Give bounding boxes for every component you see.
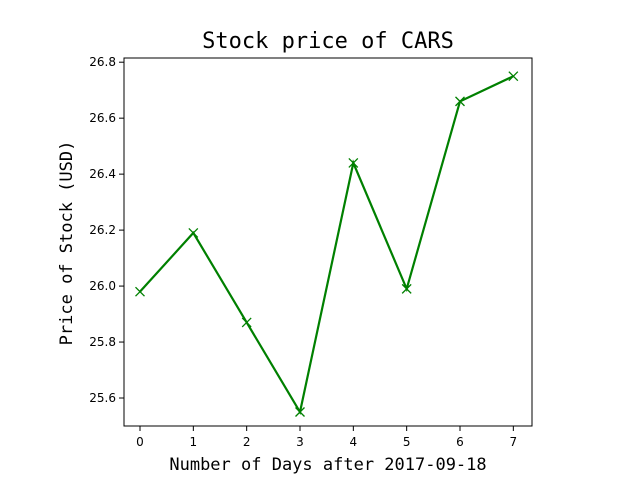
marker-stroke [295,407,305,417]
plot-series [135,71,519,417]
x-tick-label: 5 [403,435,411,449]
x-axis-label: Number of Days after 2017-09-18 [169,455,486,475]
series-line [139,75,514,415]
y-tick-label: 26.8 [89,55,116,69]
data-point-marker [295,407,305,417]
marker-stroke [348,157,359,168]
data-point-marker [401,283,412,294]
marker-stroke [401,283,412,294]
y-tick-label: 26.0 [89,279,116,293]
y-axis-ticks: 25.6 25.8 26.0 26.2 26.4 26.6 26.8 [89,55,124,405]
axes-frame [123,57,533,427]
x-axis-ticks: 0 1 2 3 4 5 6 7 [136,426,517,449]
data-point-marker [348,157,359,168]
data-point-marker [455,96,465,107]
marker-stroke [188,227,199,238]
y-axis-label: Price of Stock (USD) [57,141,77,346]
marker-stroke [135,286,145,297]
x-tick-label: 1 [190,435,198,449]
y-tick-label: 26.2 [89,223,116,237]
data-point-marker [241,317,252,328]
x-tick-label: 7 [510,435,518,449]
x-tick-label: 2 [243,435,251,449]
y-tick-label: 25.6 [89,391,116,405]
y-tick-label: 26.6 [89,111,116,125]
marker-stroke [455,96,465,107]
x-tick-label: 3 [296,435,304,449]
data-point-marker [135,286,145,297]
data-point-marker [508,71,519,82]
marker-stroke [508,71,519,82]
marker-stroke [241,317,252,328]
y-tick-label: 26.4 [89,167,116,181]
x-tick-label: 6 [456,435,464,449]
chart-title: Stock price of CARS [202,29,454,54]
y-tick-label: 25.8 [89,335,116,349]
x-tick-label: 4 [350,435,358,449]
x-tick-label: 0 [136,435,144,449]
data-point-marker [188,227,199,238]
